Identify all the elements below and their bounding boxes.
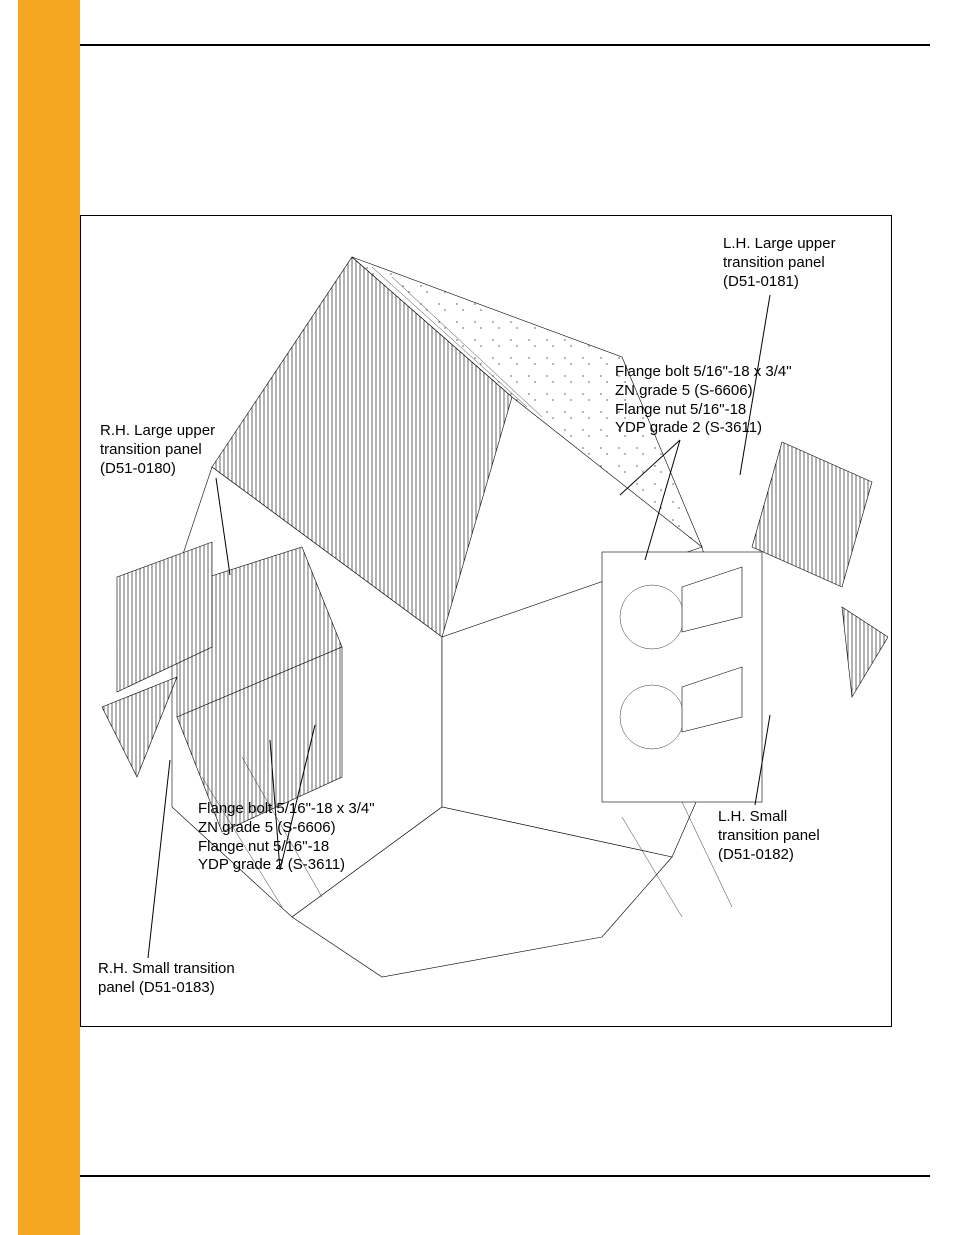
label-line: R.H. Large upper: [100, 422, 215, 439]
label-flange-right: Flange bolt 5/16"-18 x 3/4" ZN grade 5 (…: [615, 363, 792, 438]
label-rh-small: R.H. Small transition panel (D51-0183): [98, 960, 235, 998]
label-rh-large-upper: R.H. Large upper transition panel (D51-0…: [100, 422, 215, 478]
label-line: ZN grade 5 (S-6606): [198, 819, 336, 836]
top-rule: [80, 44, 930, 46]
label-line: L.H. Small: [718, 808, 787, 825]
label-line: (D51-0182): [718, 846, 794, 863]
label-line: YDP grade 2 (S-3611): [615, 419, 762, 436]
label-line: Flange bolt 5/16"-18 x 3/4": [615, 363, 792, 380]
label-line: Flange nut 5/16"-18: [615, 401, 746, 418]
label-line: YDP grade 2 (S-3611): [198, 856, 345, 873]
label-line: transition panel: [723, 254, 825, 271]
sidebar-accent: [18, 0, 80, 1235]
label-line: panel (D51-0183): [98, 979, 215, 996]
label-line: (D51-0181): [723, 273, 799, 290]
label-line: transition panel: [718, 827, 820, 844]
label-line: (D51-0180): [100, 460, 176, 477]
label-lh-small: L.H. Small transition panel (D51-0182): [718, 808, 820, 864]
label-lh-large-upper: L.H. Large upper transition panel (D51-0…: [723, 235, 836, 291]
technical-drawing: [82, 217, 888, 1023]
label-line: R.H. Small transition: [98, 960, 235, 977]
label-line: L.H. Large upper: [723, 235, 836, 252]
bottom-rule: [80, 1175, 930, 1177]
label-line: transition panel: [100, 441, 202, 458]
label-line: Flange nut 5/16"-18: [198, 838, 329, 855]
label-line: ZN grade 5 (S-6606): [615, 382, 753, 399]
label-flange-left: Flange bolt 5/16"-18 x 3/4" ZN grade 5 (…: [198, 800, 375, 875]
label-line: Flange bolt 5/16"-18 x 3/4": [198, 800, 375, 817]
